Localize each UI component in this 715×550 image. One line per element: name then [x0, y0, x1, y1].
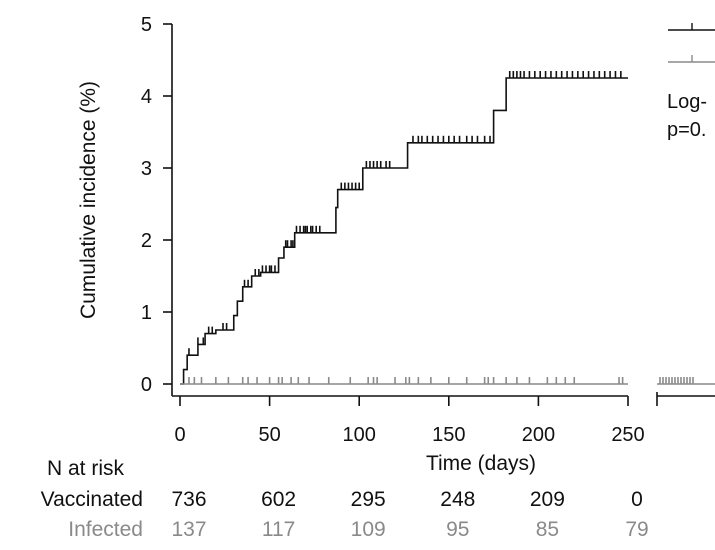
risk-value-infected: 95 — [446, 518, 469, 541]
y-ticks: 0 1 2 3 4 5 — [141, 14, 172, 396]
risk-value-vaccinated: 0 — [631, 488, 643, 511]
y-tick-label: 0 — [141, 374, 152, 396]
x-ticks: 0 50 100 150 200 250 — [174, 396, 645, 446]
legend: Log- p=0. — [667, 23, 715, 141]
y-tick-label: 5 — [141, 14, 152, 36]
x-tick-label: 50 — [258, 424, 280, 446]
risk-row-label-vaccinated: Vaccinated — [41, 488, 143, 511]
risk-value-infected: 85 — [536, 518, 559, 541]
y-axis-title: Cumulative incidence (%) — [77, 81, 100, 319]
risk-value-vaccinated: 248 — [440, 488, 475, 511]
risk-value-vaccinated: 295 — [351, 488, 386, 511]
risk-value-infected: 79 — [625, 518, 648, 541]
extended-region-marks — [657, 377, 715, 385]
risk-table: N at risk Vaccinated Infected 736 602 295 2… — [41, 457, 649, 541]
x-tick-label: 0 — [174, 424, 185, 446]
y-tick-label: 3 — [141, 158, 152, 180]
risk-value-vaccinated: 209 — [530, 488, 565, 511]
risk-value-vaccinated: 736 — [171, 488, 206, 511]
risk-table-header: N at risk — [47, 457, 125, 480]
x-tick-label: 200 — [522, 424, 555, 446]
risk-value-infected: 117 — [262, 518, 295, 541]
axes: 0 1 2 3 4 5 0 50 100 150 200 250 — [141, 14, 715, 446]
risk-value-infected: 137 — [171, 518, 206, 541]
legend-text-pvalue: p=0. — [667, 119, 706, 141]
x-tick-label: 100 — [343, 424, 376, 446]
x-axis-title: Time (days) — [426, 452, 536, 475]
legend-text-logrank: Log- — [667, 91, 707, 113]
y-tick-label: 2 — [141, 230, 152, 252]
y-tick-label: 1 — [141, 302, 152, 324]
series-layer — [180, 71, 628, 385]
x-tick-label: 250 — [611, 424, 644, 446]
risk-value-vaccinated: 602 — [261, 488, 296, 511]
risk-values: 736 602 295 248 209 0 137 117 109 95 85 79 — [171, 488, 648, 541]
risk-value-infected: 109 — [351, 518, 386, 541]
x-tick-label: 150 — [432, 424, 465, 446]
risk-row-label-infected: Infected — [68, 518, 143, 541]
series-line-vaccinated — [180, 77, 628, 385]
y-tick-label: 4 — [141, 86, 152, 108]
